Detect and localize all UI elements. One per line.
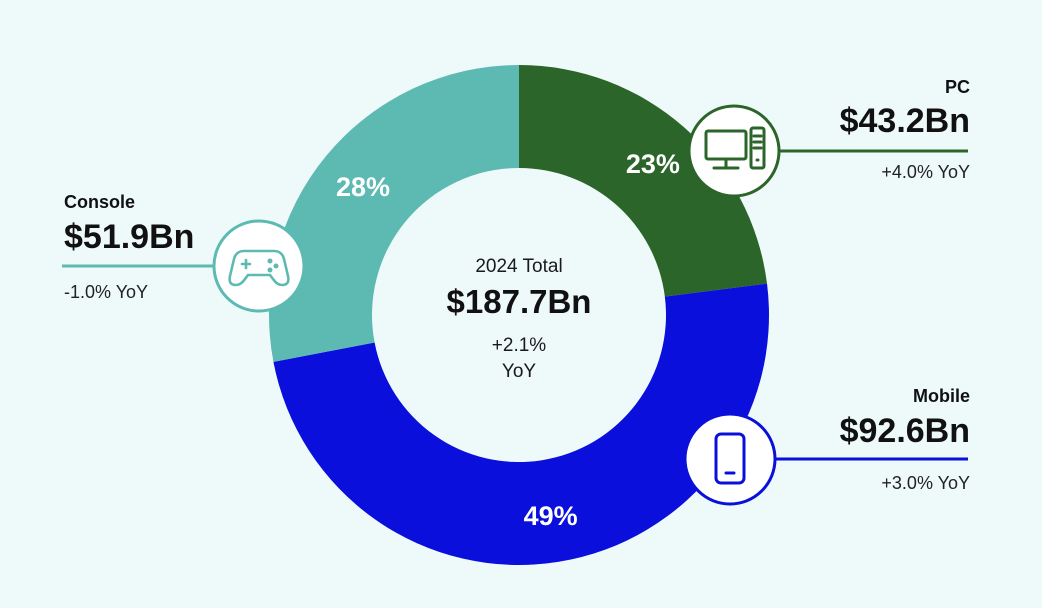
segment-yoy-console: -1.0% YoY <box>64 282 148 302</box>
center-subtitle: 2024 Total <box>475 256 562 277</box>
segment-yoy-mobile: +3.0% YoY <box>881 473 970 493</box>
segment-name-pc: PC <box>945 77 970 97</box>
callout-mobile: Mobile $92.6Bn +3.0% YoY <box>683 386 970 506</box>
center-total: $187.7Bn <box>447 283 592 320</box>
slice-mobile <box>273 283 770 566</box>
segment-value-console: $51.9Bn <box>64 218 194 256</box>
segment-name-console: Console <box>64 192 135 212</box>
desktop-computer-icon <box>704 126 766 170</box>
smartphone-icon <box>714 432 746 485</box>
slice-label-console: 28% <box>336 172 390 202</box>
slice-console <box>269 65 519 362</box>
segment-yoy-pc: +4.0% YoY <box>881 162 970 182</box>
center-yoy-label: YoY <box>502 361 536 382</box>
callout-circle-console <box>212 219 306 313</box>
center-yoy-percent: +2.1% <box>492 335 547 356</box>
center-summary: 2024 Total $187.7Bn +2.1% YoY <box>447 256 592 382</box>
callout-console: Console $51.9Bn -1.0% YoY <box>62 192 306 313</box>
callout-circle-mobile <box>683 412 777 506</box>
slice-label-mobile: 49% <box>524 501 578 531</box>
segment-value-mobile: $92.6Bn <box>840 412 970 450</box>
callout-pc: PC $43.2Bn +4.0% YoY <box>687 77 970 198</box>
slice-label-pc: 23% <box>626 149 680 179</box>
segment-name-mobile: Mobile <box>913 386 970 406</box>
segment-value-pc: $43.2Bn <box>840 102 970 140</box>
gamepad-icon <box>228 249 290 287</box>
donut-slices <box>269 65 770 566</box>
slice-pc <box>519 65 768 297</box>
